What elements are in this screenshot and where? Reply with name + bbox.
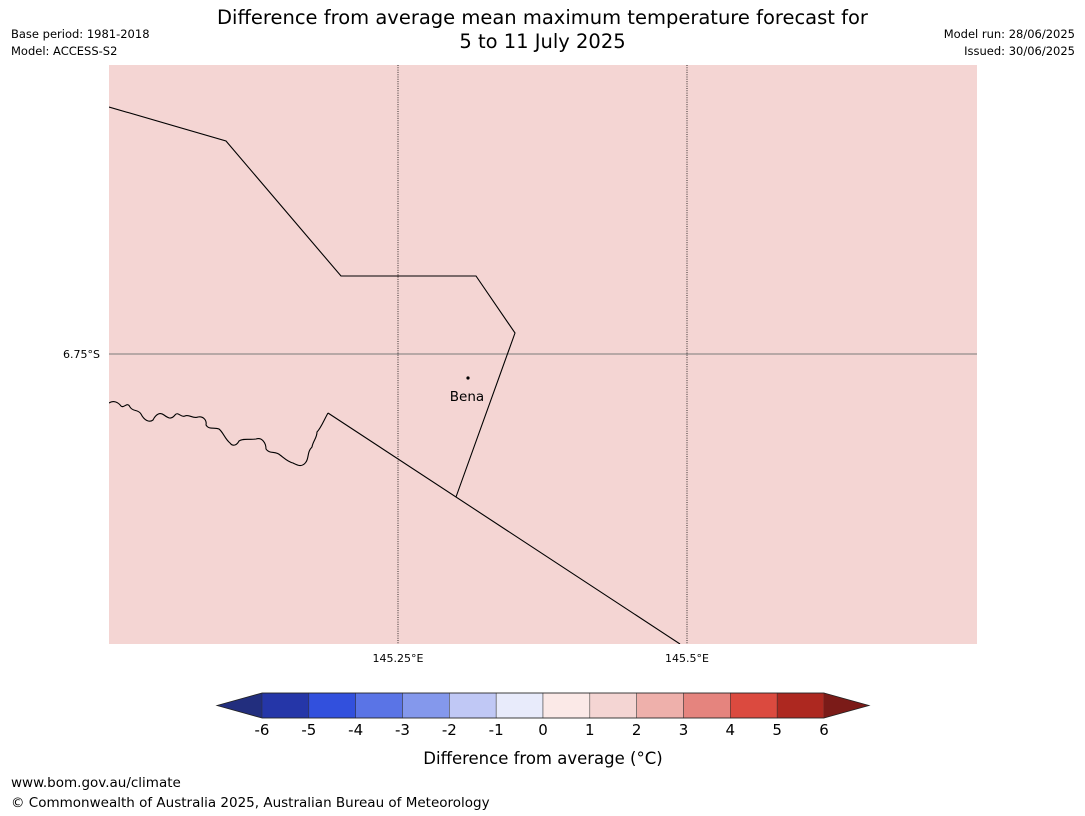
colorbar-tick-label: 3	[679, 721, 689, 739]
colorbar-swatch	[730, 692, 778, 719]
meta-left: Base period: 1981-2018 Model: ACCESS-S2	[11, 26, 150, 60]
base-period: Base period: 1981-2018	[11, 27, 150, 41]
title-line-1: Difference from average mean maximum tem…	[217, 6, 868, 29]
colorbar-tick-label: 5	[772, 721, 782, 739]
colorbar-swatch	[589, 692, 637, 719]
meta-right: Model run: 28/06/2025 Issued: 30/06/2025	[944, 26, 1075, 60]
colorbar-swatch	[449, 692, 497, 719]
colorbar-tick-label: 2	[632, 721, 642, 739]
lon-tick-label: 145.25°E	[373, 652, 424, 665]
colorbar-swatch	[308, 692, 356, 719]
colorbar-swatch	[495, 692, 544, 719]
colorbar-swatch	[261, 692, 310, 719]
footer-url[interactable]: www.bom.gov.au/climate	[11, 775, 181, 791]
bena-marker	[466, 376, 470, 380]
colorbar-label: Difference from average (°C)	[423, 749, 662, 768]
footer-copyright: © Commonwealth of Australia 2025, Austra…	[11, 795, 490, 811]
colorbar-tick-label: 0	[538, 721, 548, 739]
colorbar-tick-label: 1	[585, 721, 595, 739]
colorbar-tick-label: -5	[301, 721, 316, 739]
lat-tick-label: 6.75°S	[63, 348, 100, 361]
colorbar-under-arrow	[217, 693, 262, 718]
province-boundary-north	[109, 106, 516, 498]
colorbar-swatch	[683, 692, 731, 719]
colorbar-over-arrow	[824, 693, 869, 718]
colorbar-tick-label: -2	[442, 721, 457, 739]
colorbar-tick-label: -6	[255, 721, 270, 739]
colorbar-swatch	[636, 692, 684, 719]
lon-tick-label: 145.5°E	[665, 652, 709, 665]
title-line-2: 5 to 11 July 2025	[459, 30, 626, 53]
colorbar-swatch	[542, 692, 591, 719]
model-run: Model run: 28/06/2025	[943, 27, 1075, 41]
colorbar-tick-label: 6	[819, 721, 829, 739]
coastline	[109, 401, 329, 467]
colorbar-swatch	[355, 692, 403, 719]
province-boundary-south	[327, 412, 681, 644]
colorbar-tick-label: -4	[348, 721, 363, 739]
colorbar-swatch	[776, 692, 825, 719]
colorbar-swatch	[402, 692, 450, 719]
map-panel: 6.75°S 145.25°E 145.5°E Bena	[63, 65, 977, 665]
colorbar-outline	[215, 692, 871, 719]
colorbar-tick-label: -1	[489, 721, 504, 739]
boundaries	[109, 106, 681, 644]
issued-date: Issued: 30/06/2025	[964, 44, 1075, 58]
colorbar-tick-label: 4	[726, 721, 736, 739]
bena-label: Bena	[450, 389, 484, 405]
chart-title: Difference from average mean maximum tem…	[0, 6, 1085, 54]
colorbar-tick-label: -3	[395, 721, 410, 739]
model-name: Model: ACCESS-S2	[11, 44, 118, 58]
colorbar: -6 -5 -4 -3 -2 -1 0 1 2 3 4 5 6 Difference from avera…	[215, 692, 871, 768]
